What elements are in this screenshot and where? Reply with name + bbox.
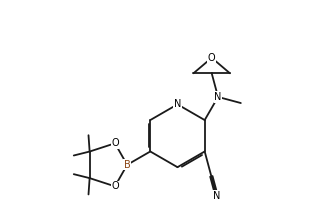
Text: O: O bbox=[111, 181, 119, 191]
Text: N: N bbox=[214, 92, 222, 102]
Text: O: O bbox=[208, 53, 216, 63]
Text: B: B bbox=[124, 160, 131, 170]
Text: N: N bbox=[213, 191, 220, 201]
Text: N: N bbox=[174, 99, 181, 109]
Text: O: O bbox=[111, 138, 119, 148]
